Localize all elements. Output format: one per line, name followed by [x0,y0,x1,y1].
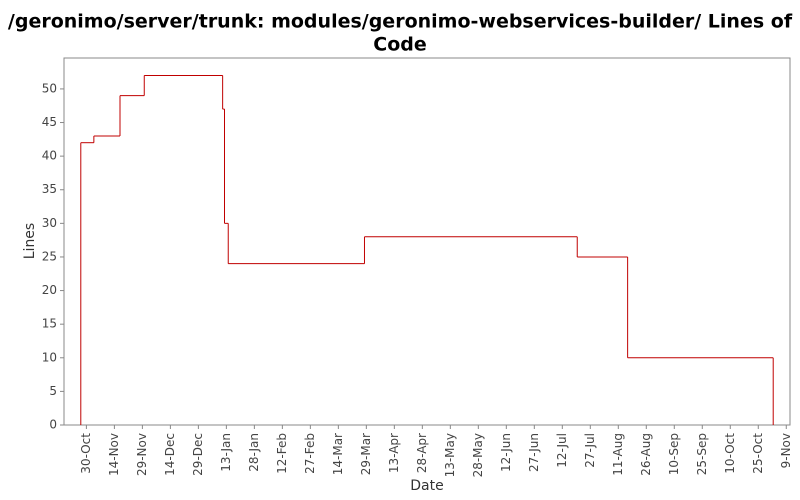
x-tick-label: 14-Nov [107,433,121,476]
x-tick-label: 28-Apr [415,433,429,473]
x-tick-label: 29-Dec [191,433,205,476]
x-tick-label: 29-Nov [135,433,149,476]
x-tick-label: 29-Mar [359,433,373,475]
y-tick-label: 50 [42,81,57,95]
y-tick-label: 25 [42,249,57,263]
x-tick-label: 25-Oct [751,433,765,474]
x-tick-label: 14-Dec [163,433,177,476]
x-tick-label: 25-Sep [695,433,709,475]
x-tick-label: 27-Jul [583,433,597,468]
y-tick-label: 35 [42,182,57,196]
y-tick-label: 15 [42,317,57,331]
x-tick-label: 10-Oct [723,433,737,474]
x-tick-label: 13-May [443,433,457,477]
y-axis-label: Lines [22,223,38,259]
x-tick-label: 12-Jun [499,433,513,472]
x-tick-label: 30-Oct [79,433,93,474]
plot-area [63,57,791,426]
x-tick-label: 28-May [471,433,485,477]
x-tick-label: 13-Apr [387,433,401,473]
y-tick-label: 10 [42,350,57,364]
x-axis-label: Date [410,478,443,494]
chart-title-2: Code [373,34,426,56]
x-tick-label: 9-Nov [779,433,793,468]
y-tick-label: 45 [42,115,57,129]
x-tick-label: 28-Jan [247,433,261,472]
x-tick-label: 27-Jun [527,433,541,472]
y-tick-label: 0 [49,418,57,432]
x-tick-label: 13-Jan [219,433,233,472]
x-tick-label: 12-Jul [555,433,569,468]
y-tick-label: 20 [42,283,57,297]
x-tick-label: 26-Aug [639,433,653,476]
x-tick-label: 12-Feb [275,433,289,474]
x-tick-label: 14-Mar [331,433,345,475]
chart-title: /geronimo/server/trunk: modules/geronimo… [8,11,793,33]
y-tick-label: 30 [42,216,57,230]
y-tick-label: 5 [49,384,57,398]
x-tick-label: 27-Feb [303,433,317,474]
x-tick-label: 11-Aug [611,433,625,476]
x-tick-label: 10-Sep [667,433,681,475]
y-tick-label: 40 [42,149,57,163]
